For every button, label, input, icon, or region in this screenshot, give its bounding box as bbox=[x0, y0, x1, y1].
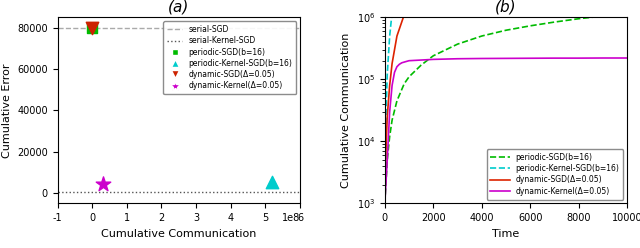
dynamic-Kernel(Δ=0.05) bbox=[383, 158, 391, 161]
periodic-SGD(b=16) bbox=[386, 135, 394, 138]
periodic-SGD(b=16) bbox=[502, 29, 510, 32]
periodic-Kernel-SGD(b=16) bbox=[383, 73, 391, 76]
periodic-Kernel-SGD(b=16) bbox=[382, 110, 390, 113]
dynamic-SGD(Δ=0.05) bbox=[382, 146, 390, 149]
periodic-SGD(b=16) bbox=[388, 119, 396, 122]
dynamic-Kernel(Δ=0.05) bbox=[575, 57, 582, 60]
Line: periodic-SGD(b=16): periodic-SGD(b=16) bbox=[385, 14, 627, 203]
Title: (b): (b) bbox=[495, 0, 517, 15]
dynamic-Kernel(Δ=0.05) bbox=[429, 58, 437, 61]
dynamic-SGD(Δ=0.05) bbox=[405, 3, 413, 6]
dynamic-Kernel(Δ=0.05) bbox=[454, 57, 461, 60]
dynamic-Kernel(Δ=0.05) bbox=[478, 57, 486, 60]
dynamic-Kernel(Δ=0.05) bbox=[527, 57, 534, 60]
dynamic-Kernel(Δ=0.05) bbox=[401, 61, 408, 63]
dynamic-Kernel(Δ=0.05) bbox=[550, 57, 558, 60]
periodic-SGD(b=16) bbox=[417, 63, 425, 66]
periodic-Kernel-SGD(b=16) bbox=[388, 11, 396, 14]
periodic-SGD(b=16) bbox=[401, 82, 408, 85]
Legend: serial-SGD, serial-Kernel-SGD, periodic-SGD(b=16), periodic-Kernel-SGD(b=16), dy: serial-SGD, serial-Kernel-SGD, periodic-… bbox=[163, 21, 296, 94]
periodic-SGD(b=16) bbox=[405, 75, 413, 78]
periodic-SGD(b=16) bbox=[550, 21, 558, 24]
dynamic-Kernel(Δ=0.05) bbox=[599, 57, 607, 60]
dynamic-Kernel(Δ=0.05) bbox=[390, 71, 398, 74]
dynamic-Kernel(Δ=0.05) bbox=[388, 84, 396, 87]
dynamic-SGD(Δ=0.05) bbox=[383, 115, 391, 118]
dynamic-SGD(Δ=0.05) bbox=[393, 34, 401, 37]
Line: dynamic-SGD(Δ=0.05): dynamic-SGD(Δ=0.05) bbox=[385, 0, 627, 203]
dynamic-Kernel(Δ=0.05) bbox=[403, 60, 410, 63]
dynamic-Kernel(Δ=0.05) bbox=[396, 63, 403, 66]
Line: periodic-Kernel-SGD(b=16): periodic-Kernel-SGD(b=16) bbox=[385, 0, 627, 203]
dynamic-Kernel(Δ=0.05) bbox=[386, 110, 394, 113]
dynamic-Kernel(Δ=0.05) bbox=[502, 57, 510, 60]
periodic-SGD(b=16) bbox=[599, 15, 607, 18]
Title: (a): (a) bbox=[168, 0, 189, 15]
Y-axis label: Cumulative Error: Cumulative Error bbox=[1, 63, 12, 158]
dynamic-SGD(Δ=0.05) bbox=[401, 13, 408, 16]
periodic-SGD(b=16) bbox=[623, 12, 631, 15]
periodic-SGD(b=16) bbox=[381, 202, 388, 205]
periodic-SGD(b=16) bbox=[454, 43, 461, 46]
dynamic-SGD(Δ=0.05) bbox=[386, 84, 394, 87]
periodic-SGD(b=16) bbox=[429, 54, 437, 57]
Point bbox=[87, 26, 97, 30]
dynamic-SGD(Δ=0.05) bbox=[381, 202, 388, 205]
X-axis label: Cumulative Communication: Cumulative Communication bbox=[101, 229, 257, 239]
periodic-Kernel-SGD(b=16) bbox=[386, 34, 394, 37]
Point bbox=[97, 182, 108, 186]
periodic-SGD(b=16) bbox=[393, 99, 401, 102]
dynamic-SGD(Δ=0.05) bbox=[388, 62, 396, 65]
X-axis label: Time: Time bbox=[492, 229, 520, 239]
periodic-SGD(b=16) bbox=[575, 17, 582, 20]
dynamic-Kernel(Δ=0.05) bbox=[398, 61, 406, 64]
Text: 1e8: 1e8 bbox=[282, 213, 300, 223]
dynamic-Kernel(Δ=0.05) bbox=[405, 59, 413, 62]
dynamic-Kernel(Δ=0.05) bbox=[393, 65, 401, 68]
Point bbox=[267, 180, 277, 184]
periodic-SGD(b=16) bbox=[527, 24, 534, 27]
Point bbox=[87, 26, 97, 30]
periodic-Kernel-SGD(b=16) bbox=[381, 202, 388, 205]
dynamic-Kernel(Δ=0.05) bbox=[381, 202, 388, 205]
periodic-SGD(b=16) bbox=[383, 158, 391, 161]
dynamic-Kernel(Δ=0.05) bbox=[623, 57, 631, 60]
Y-axis label: Cumulative Communication: Cumulative Communication bbox=[341, 33, 351, 188]
Line: dynamic-Kernel(Δ=0.05): dynamic-Kernel(Δ=0.05) bbox=[385, 58, 627, 203]
Legend: periodic-SGD(b=16), periodic-Kernel-SGD(b=16), dynamic-SGD(Δ=0.05), dynamic-Kern: periodic-SGD(b=16), periodic-Kernel-SGD(… bbox=[486, 149, 623, 200]
periodic-SGD(b=16) bbox=[478, 34, 486, 37]
